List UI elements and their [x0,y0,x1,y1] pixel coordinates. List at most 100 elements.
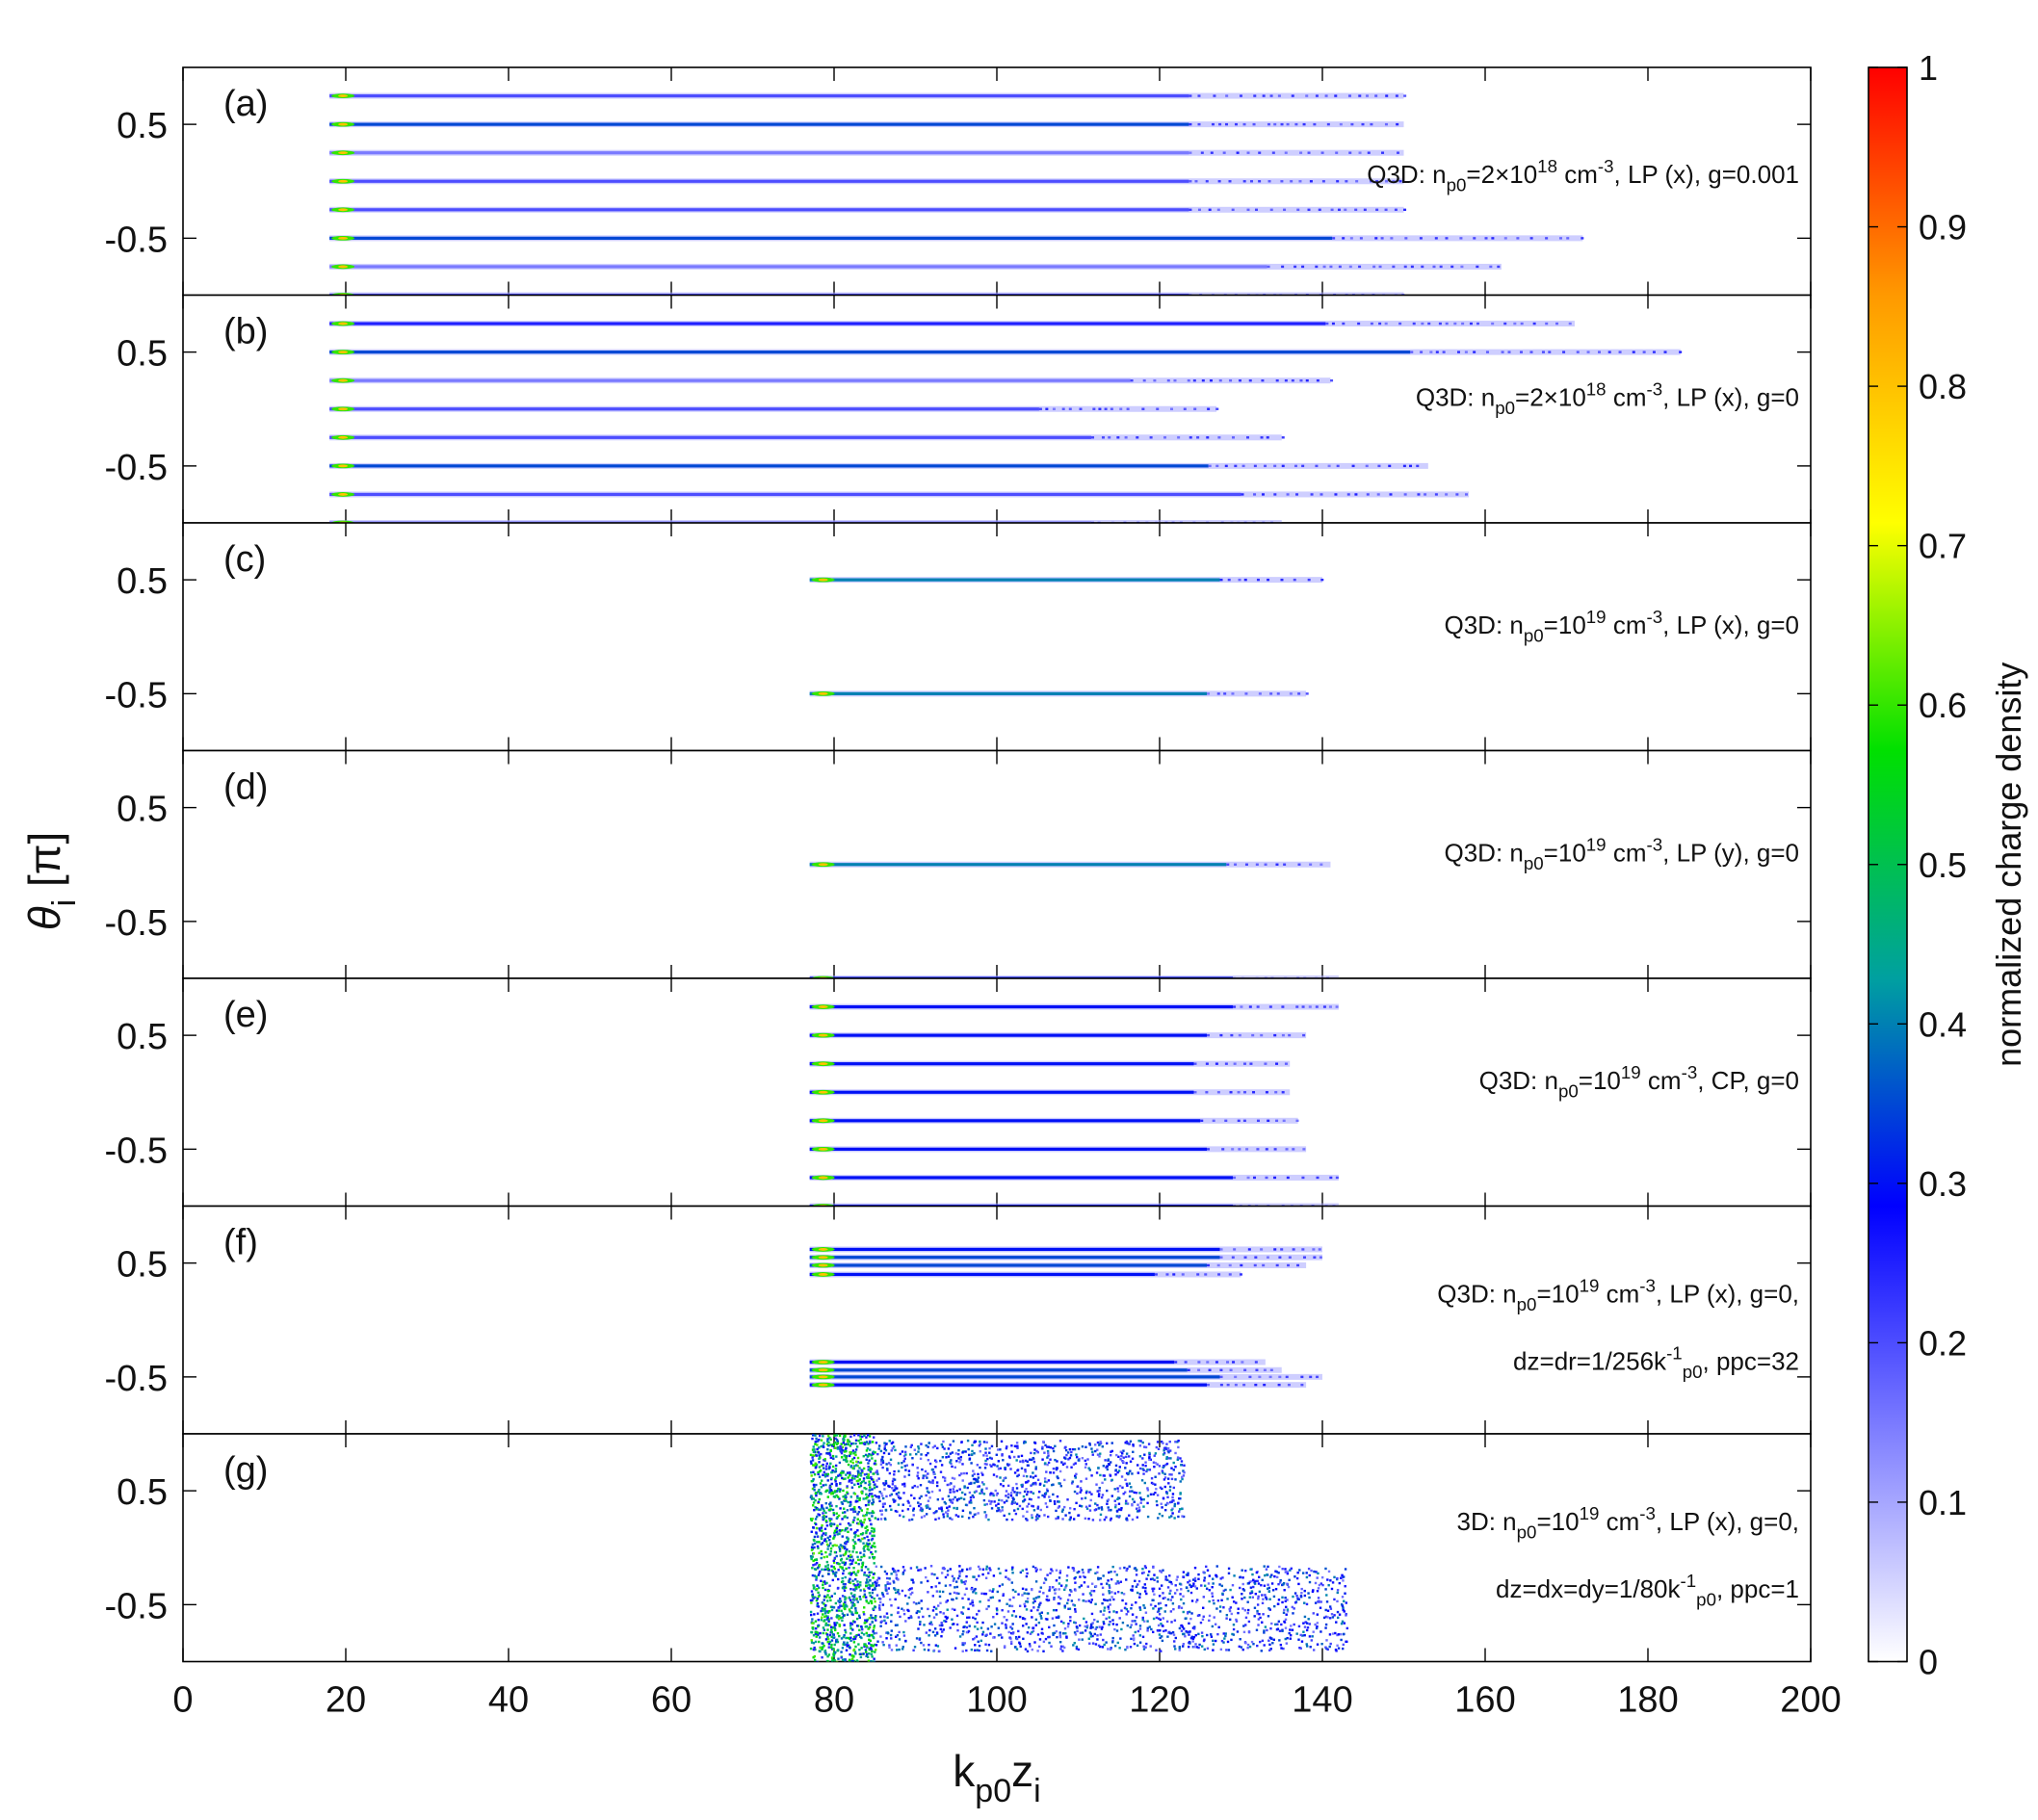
cloud-dot [930,1469,934,1471]
cloud-dot [880,1620,883,1623]
streak-dot [1193,1062,1197,1065]
cloud-dot [878,1491,881,1494]
cloud-dot [868,1638,871,1642]
cloud-dot [821,1529,823,1532]
cloud-dot [869,1448,872,1451]
cloud-dot [1100,1627,1104,1630]
panel-annotation-part: =2×10 [1515,383,1586,412]
streak-core [809,1204,1234,1207]
cloud-dot [1147,1443,1151,1445]
streak-dot [1355,180,1359,183]
cloud-dot [1258,1590,1262,1594]
cloud-dot [1124,1602,1128,1605]
streak-hotspot-core [338,236,349,240]
streak-dot [1319,1256,1322,1259]
cloud-dot [1106,1489,1109,1493]
cloud-dot [854,1474,857,1478]
cloud-dot [987,1605,990,1608]
cloud-dot [1043,1480,1047,1483]
cloud-dot [888,1504,892,1508]
cloud-dot [1155,1499,1159,1503]
cloud-dot [875,1442,878,1444]
cloud-dot [1159,1618,1163,1622]
cloud-dot [971,1449,974,1453]
cloud-dot [1067,1458,1070,1461]
cloud-dot [814,1558,817,1562]
cloud-dot [1261,1621,1264,1624]
cloud-dot [979,1466,981,1469]
cloud-dot [849,1653,851,1656]
cloud-dot [1268,1636,1272,1639]
streak-dot [1249,1062,1253,1065]
cloud-dot [1138,1444,1142,1447]
cloud-dot [1218,1605,1222,1608]
cloud-dot [993,1500,996,1503]
cloud-dot [1034,1466,1037,1469]
cloud-dot [1211,1592,1214,1595]
cloud-dot [851,1598,855,1601]
cloud-dot [996,1448,1000,1451]
cloud-dot [1330,1612,1334,1616]
panel-annotation-part: Q3D: n [1444,839,1523,868]
cloud-dot [845,1457,848,1460]
cloud-dot [837,1599,840,1602]
cloud-dot [1050,1568,1053,1571]
cloud-dot [1199,1621,1203,1625]
cloud-dot [830,1565,833,1568]
cloud-dot [904,1453,907,1456]
cloud-dot [961,1451,964,1454]
cloud-dot [864,1545,868,1547]
cloud-dot [867,1473,871,1476]
cloud-dot [1299,1647,1302,1650]
streak-dot [1215,1361,1218,1364]
cloud-dot [996,1492,999,1495]
cloud-dot [822,1532,825,1535]
cloud-dot [928,1622,931,1625]
streak-dot [1319,863,1323,866]
cloud-dot [1099,1441,1102,1443]
cloud-dot [888,1440,891,1443]
cloud-dot [955,1507,958,1511]
cloud-dot [1072,1567,1075,1570]
cloud-dot [949,1626,952,1629]
cloud-dot [825,1618,828,1621]
cloud-dot [1065,1574,1069,1577]
cloud-dot [818,1488,821,1492]
cloud-dot [1138,1606,1141,1609]
cloud-dot [866,1511,869,1514]
cloud-dot [856,1583,860,1586]
cloud-dot [1175,1588,1179,1592]
cloud-dot [823,1602,825,1605]
cloud-dot [821,1504,823,1507]
cloud-dot [1143,1606,1146,1609]
cloud-dot [1215,1574,1217,1577]
cloud-dot [951,1607,954,1611]
cloud-dot [1120,1609,1123,1612]
cloud-dot [941,1567,945,1570]
cloud-dot [810,1601,813,1604]
cloud-dot [1032,1505,1035,1508]
streak-dot [1256,1119,1260,1123]
cloud-dot [851,1558,854,1561]
streak-dot [1450,265,1454,269]
cloud-dot [1135,1623,1137,1625]
cloud-dot [864,1526,867,1529]
streak-dot [1187,1368,1190,1371]
cloud-dot [1325,1647,1328,1651]
cloud-dot [828,1584,831,1587]
cloud-dot [1208,1619,1211,1623]
cloud-dot [872,1582,875,1585]
cloud-dot [1065,1579,1069,1582]
cloud-dot [1014,1590,1017,1594]
cloud-dot [917,1445,920,1448]
cloud-dot [1087,1571,1090,1573]
streak-dot [1045,407,1049,410]
cloud-dot [811,1459,815,1462]
streak-dot [1370,180,1373,183]
cloud-dot [843,1585,847,1589]
cloud-dot [852,1582,855,1586]
cloud-dot [1178,1649,1181,1651]
cloud-dot [1286,1636,1289,1640]
cloud-dot [871,1534,874,1538]
cloud-dot [829,1462,832,1465]
